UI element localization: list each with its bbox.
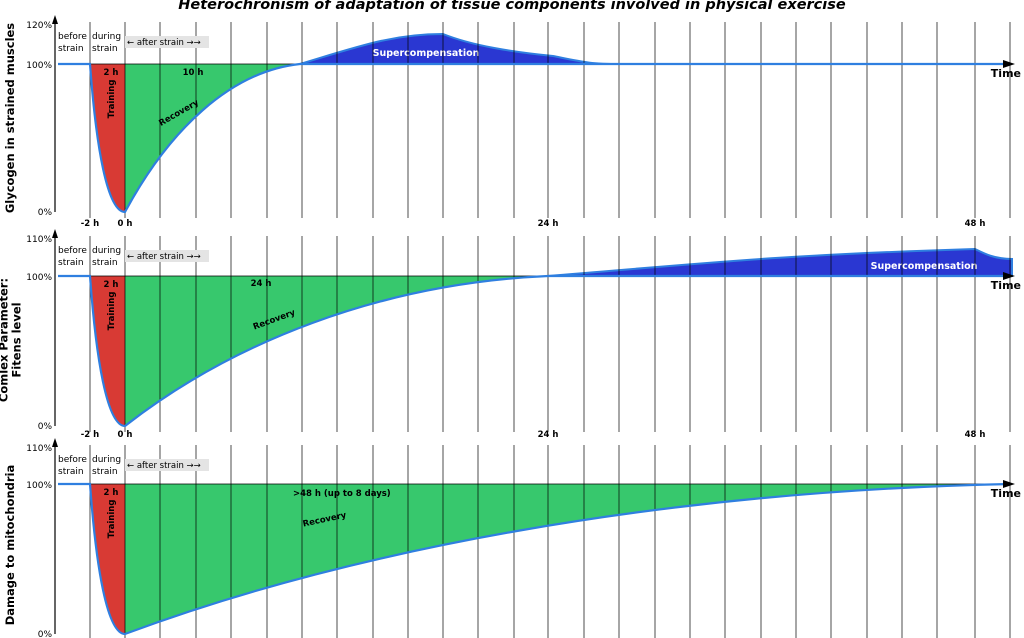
y-tick-top: 110% [26,444,52,454]
y-tick-0: 0% [38,422,53,432]
recovery-duration: >48 h (up to 8 days) [293,489,391,499]
y-tick-0: 0% [38,630,53,638]
panel-1: Supercompensation 120% 100% 0% Glycogen in s… [3,15,1021,229]
y-tick-100: 100% [26,481,52,491]
y-axis-label: Fitens level [10,302,24,377]
before-strain-label: before [58,455,87,465]
x-tick-label: 48 h [965,219,986,229]
before-strain-label: before [58,32,87,42]
after-strain-label: ← after strain →→ [127,461,201,471]
time-label: Time [991,487,1021,500]
before-strain-label: strain [58,258,84,268]
during-strain-label: strain [92,44,118,54]
adaptation-curve [58,482,1011,636]
time-axis-arrow [1003,480,1015,488]
training-label: Training [107,292,117,331]
recovery-area [125,276,548,426]
diagram-title: Heterochronism of adaptation of tissue c… [178,0,846,13]
adaptation-curve [58,62,1005,214]
during-strain-label: strain [92,258,118,268]
x-tick-label: -2 h [81,219,99,229]
y-axis-arrow [52,15,58,24]
before-strain-label: strain [58,467,84,477]
y-axis-arrow [52,229,58,238]
x-tick-label: 24 h [538,219,559,229]
after-strain-label-bg [125,459,209,471]
adaptation-curve [58,274,1005,428]
y-axis-arrow [52,438,58,447]
y-axis-label: Damage to mitochondria [3,465,17,626]
during-strain-label: during [92,246,121,256]
time-label: Time [991,279,1021,292]
time-label: Time [991,67,1021,80]
supercompensation-label: Supercompensation [871,261,978,272]
supercompensation-area [547,247,1013,277]
recovery-duration: 24 h [251,279,272,289]
x-tick-label: 0 h [118,219,133,229]
after-strain-label-bg [125,250,209,262]
x-tick-label: -2 h [81,430,99,440]
recovery-area [125,484,1010,634]
time-axis-arrow [1003,60,1015,68]
training-area [90,276,125,426]
after-strain-label: ← after strain →→ [127,252,201,262]
before-strain-label: before [58,246,87,256]
y-axis-label: Glycogen in strained muscles [3,23,17,213]
x-tick-label: 0 h [118,430,133,440]
during-strain-label: strain [92,467,118,477]
during-strain-label: during [92,455,121,465]
training-duration: 2 h [104,280,119,290]
y-tick-0: 0% [38,208,53,218]
y-tick-100: 100% [26,61,52,71]
training-area [90,64,125,212]
training-duration: 2 h [104,68,119,78]
y-tick-top: 120% [26,21,52,31]
supercompensation-label: Supercompensation [373,48,480,59]
time-axis-arrow [1003,272,1015,280]
training-label: Training [107,500,117,539]
during-strain-label: during [92,32,121,42]
training-duration: 2 h [104,488,119,498]
training-label: Training [107,80,117,119]
after-strain-label: ← after strain →→ [127,38,201,48]
y-tick-top: 110% [26,235,52,245]
before-strain-label: strain [58,44,84,54]
y-tick-100: 100% [26,273,52,283]
recovery-duration: 10 h [183,68,204,78]
recovery-area [125,64,300,212]
training-area [90,484,125,634]
x-tick-label: 48 h [965,430,986,440]
y-axis-label: Comlex Parameter: [0,278,11,402]
panel-3: 110% 100% 0% Damage to mitochondria before st… [3,438,1021,638]
after-strain-label-bg [125,36,209,48]
x-tick-label: 24 h [538,430,559,440]
panel-2: Supercompensation 110% 100% 0% Comlex Parame… [0,229,1021,440]
supercompensation-area [299,32,621,65]
